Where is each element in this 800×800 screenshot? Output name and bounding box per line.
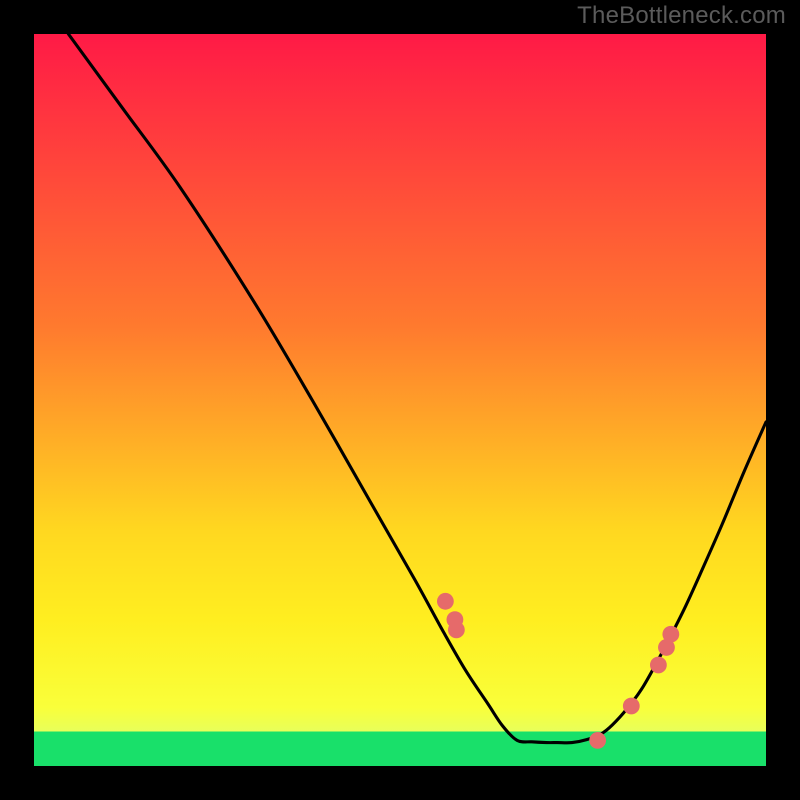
curve-marker-dot <box>437 593 454 610</box>
curve-marker-dot <box>623 698 640 715</box>
chart-stage: TheBottleneck.com <box>0 0 800 800</box>
curve-marker-dot <box>650 657 667 674</box>
watermark-text: TheBottleneck.com <box>577 2 786 30</box>
curve-marker-dot <box>589 732 606 749</box>
curve-marker-dot <box>448 621 465 638</box>
curve-marker-pill <box>468 649 491 691</box>
chart-plot-area <box>34 34 766 766</box>
curve-marker-dot <box>662 626 679 643</box>
bottleneck-curve <box>68 34 766 743</box>
chart-svg <box>34 34 766 766</box>
